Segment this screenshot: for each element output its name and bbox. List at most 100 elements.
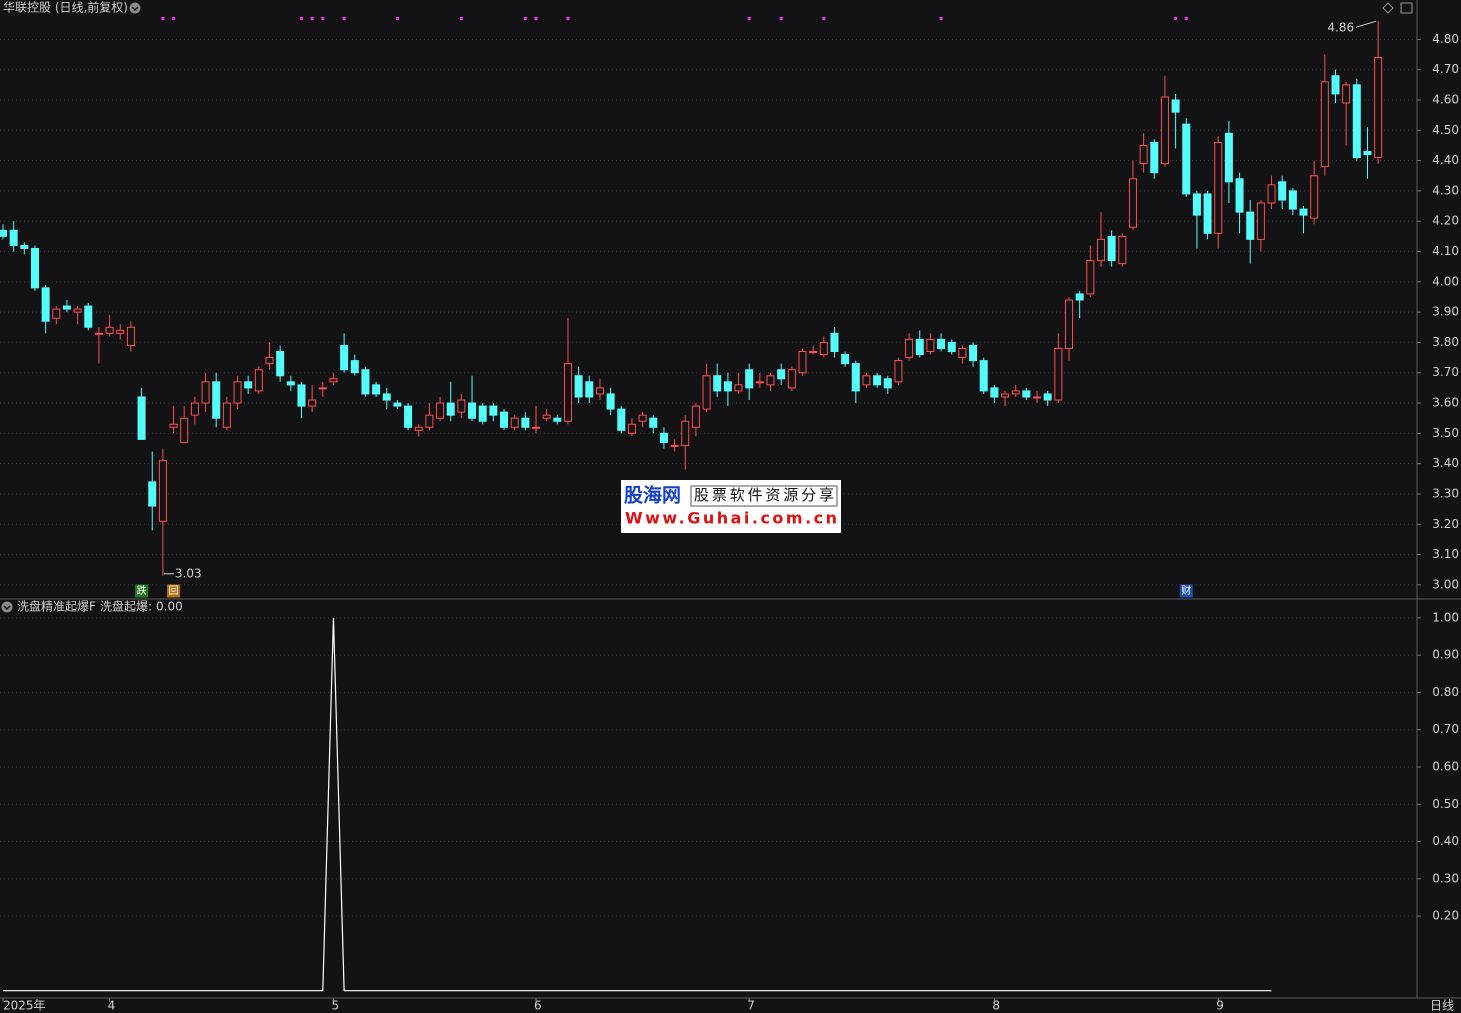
candle-body: [787, 369, 796, 389]
candle-body: [1331, 75, 1340, 95]
indicator-line: [3, 617, 1272, 992]
candle-body: [361, 369, 370, 395]
candle-body: [745, 369, 754, 389]
candle-body: [1150, 141, 1159, 174]
signal-dot: [321, 17, 325, 20]
y-tick-label: 3.80: [1432, 335, 1459, 349]
candle-body: [20, 244, 29, 249]
candle-body: [873, 375, 882, 386]
y-tick-label: 3.50: [1432, 426, 1459, 440]
candle-body: [542, 414, 551, 419]
period-label: 日线: [1430, 999, 1454, 1013]
candle-body: [659, 432, 668, 443]
candle-body: [340, 344, 349, 371]
signal-dot: [534, 17, 538, 20]
candle-body: [979, 360, 988, 392]
candle-body: [382, 393, 391, 401]
y-tick-label: 3.20: [1432, 517, 1459, 531]
y-tick-label: 4.60: [1432, 92, 1459, 106]
candle-body: [617, 408, 626, 431]
candle-body: [468, 402, 477, 419]
candle-body: [212, 381, 221, 419]
indicator-menu[interactable]: [1, 601, 13, 613]
signal-dot: [310, 17, 314, 20]
candle-body: [9, 229, 18, 246]
signal-dot: [523, 17, 527, 20]
candle-body: [500, 411, 509, 428]
candle-body: [190, 402, 199, 416]
candle-body: [286, 381, 295, 386]
candle-body: [766, 375, 775, 386]
candle-body: [990, 387, 999, 398]
top-icon[interactable]: [1400, 2, 1413, 14]
candle-body: [308, 399, 317, 407]
signal-dot: [1174, 17, 1178, 20]
candle-body: [510, 417, 519, 428]
candle-body: [41, 287, 50, 322]
candle-body: [62, 305, 71, 310]
candle-body: [1224, 132, 1233, 183]
candle-body: [1363, 151, 1372, 156]
y-tick-label: 3.90: [1432, 305, 1459, 319]
candle-body: [1171, 99, 1180, 113]
y-tick-label: 0.90: [1432, 648, 1459, 662]
y-tick-label: 4.20: [1432, 214, 1459, 228]
watermark-url: Www.Guhai.com.cn: [625, 509, 837, 528]
legend-value: 0.00: [156, 600, 183, 614]
event-marker: [135, 584, 149, 598]
candle-body: [691, 405, 700, 428]
signal-dot: [172, 17, 176, 20]
title-menu[interactable]: [129, 2, 141, 14]
candle-body: [425, 414, 434, 428]
legend-name: 洗盘起爆:: [100, 599, 152, 614]
indicator-title: 洗盘精准起爆F: [17, 599, 96, 614]
candle-body: [1043, 393, 1052, 401]
candle-body: [1118, 235, 1127, 265]
candle-body: [638, 414, 647, 422]
signal-dot: [161, 17, 165, 20]
candle-body: [1288, 190, 1297, 210]
candle-body: [1022, 390, 1031, 398]
candle-body: [105, 326, 114, 334]
candle-body: [318, 387, 327, 390]
candle-body: [158, 460, 167, 522]
signal-dot: [747, 17, 751, 20]
candle-body: [969, 344, 978, 362]
y-tick-label: 4.30: [1432, 183, 1459, 197]
candle-body: [532, 426, 540, 429]
candle-body: [137, 396, 146, 440]
y-tick-label: 3.30: [1432, 486, 1459, 500]
top-icon[interactable]: [1382, 2, 1394, 14]
candle-body: [1011, 390, 1020, 395]
event-marker: [167, 584, 181, 598]
watermark-slogan-box: [690, 485, 838, 507]
candle-body: [1203, 193, 1212, 234]
candle-body: [1320, 81, 1329, 168]
y-tick-label: 4.70: [1432, 62, 1459, 76]
event-marker-label: 财: [1181, 584, 1191, 597]
y-tick-label: 4.50: [1432, 123, 1459, 137]
watermark: 股海网 股票软件资源分享 Www.Guhai.com.cn: [621, 480, 841, 533]
x-tick-label: 6: [534, 999, 542, 1013]
candle-body: [958, 347, 967, 359]
y-tick-label: 4.10: [1432, 244, 1459, 258]
candle-body: [148, 481, 157, 507]
y-tick-label: 3.10: [1432, 547, 1459, 561]
candle-body: [809, 351, 818, 354]
candle-body: [851, 363, 860, 392]
x-tick-label: 8: [992, 999, 1000, 1013]
candle-body: [702, 375, 711, 410]
candle-body: [1256, 202, 1265, 240]
candle-body: [1139, 144, 1148, 165]
watermark-brand: 股海网: [624, 484, 681, 507]
signal-dot: [566, 17, 570, 20]
x-tick-label: 7: [747, 999, 755, 1013]
candle-body: [404, 405, 413, 428]
candle-body: [1096, 238, 1105, 262]
candle-body: [446, 402, 455, 416]
candle-body: [553, 417, 562, 422]
candle-body: [723, 381, 732, 392]
event-marker-label: 跌: [137, 584, 147, 597]
candle-body: [372, 384, 381, 395]
